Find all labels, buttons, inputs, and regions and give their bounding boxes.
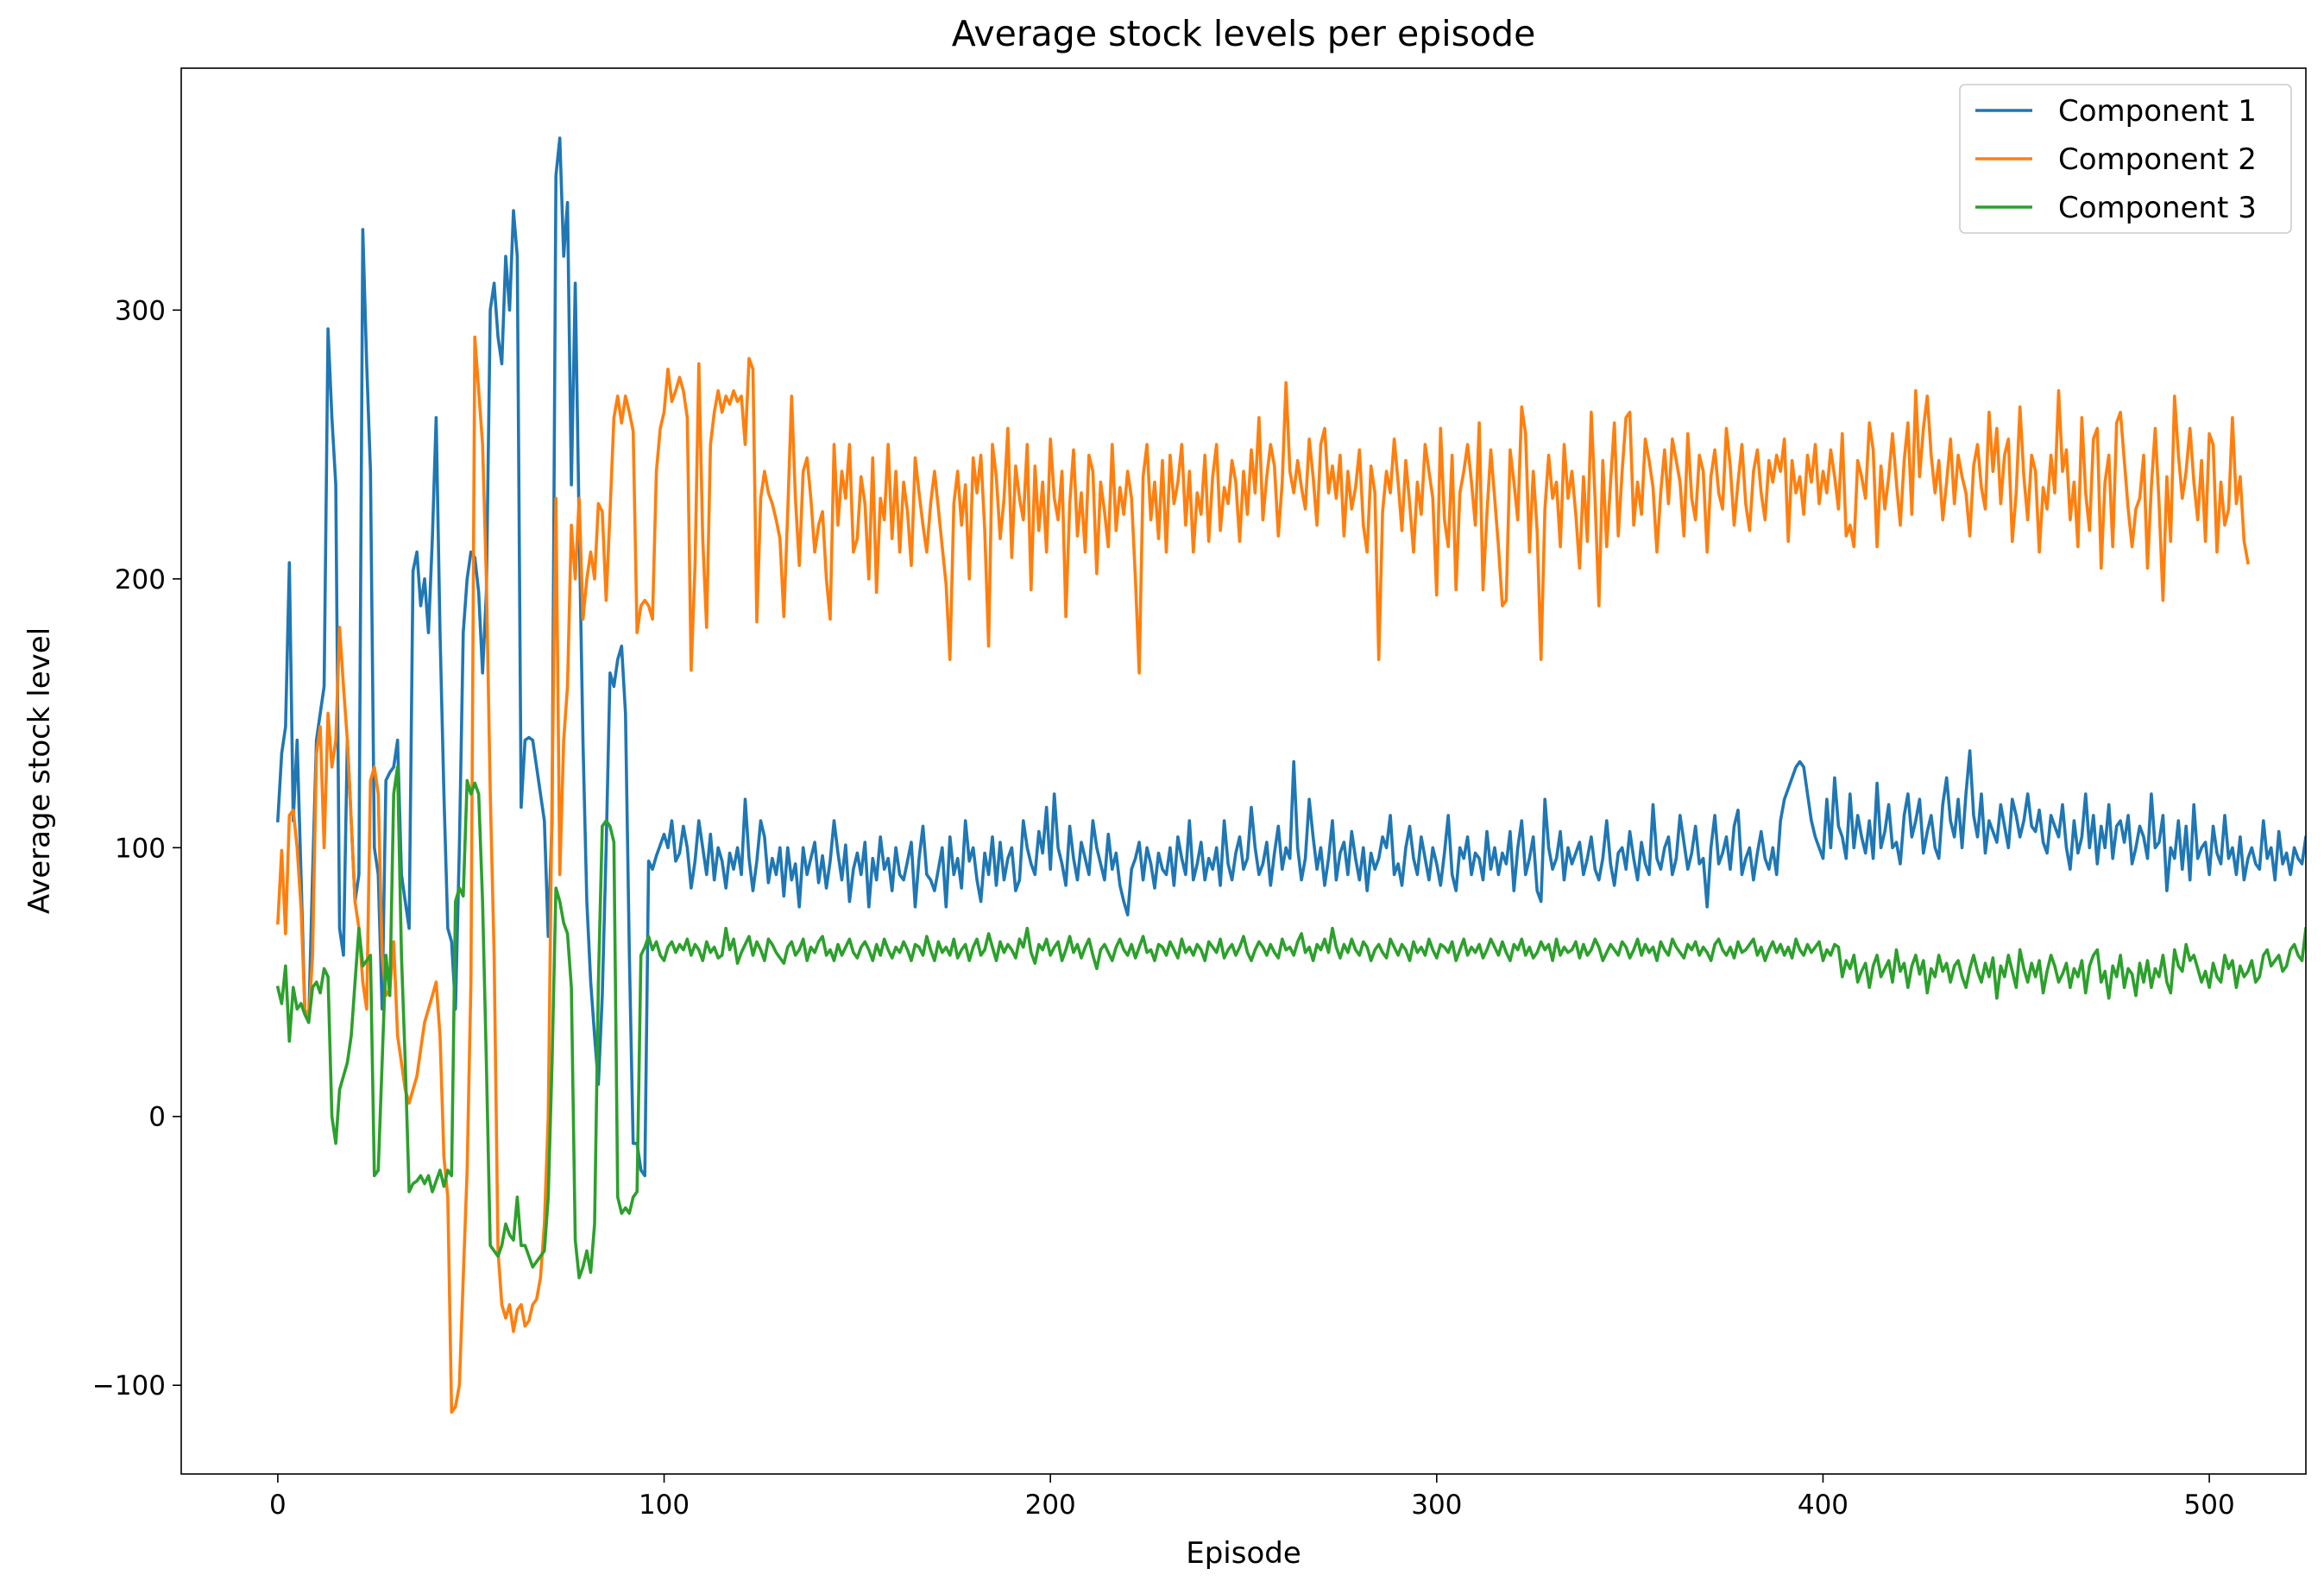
y-tick-label: 200 (115, 564, 166, 595)
y-tick-label: −100 (92, 1370, 166, 1401)
plot-area (275, 136, 2306, 1414)
x-tick-label: 200 (1025, 1490, 1076, 1521)
legend-box (1959, 84, 2292, 234)
x-tick-label: 100 (639, 1490, 690, 1521)
y-axis: −100 0 100 200 300 (92, 295, 181, 1401)
legend-label-3: Component 3 (2058, 191, 2257, 225)
y-axis-label: Average stock level (22, 627, 57, 914)
y-tick-label: 0 (148, 1102, 166, 1133)
x-axis: 0 100 200 300 400 500 (269, 1474, 2235, 1521)
series-line-1 (275, 136, 2306, 1178)
x-tick-label: 0 (269, 1490, 287, 1521)
chart-title: Average stock levels per episode (952, 13, 1536, 54)
series-line-2 (276, 335, 2250, 1414)
x-axis-label: Episode (1186, 1536, 1301, 1571)
legend: Component 1 Component 2 Component 3 (1959, 84, 2292, 234)
series-line-3 (275, 765, 2306, 1280)
y-tick-label: 300 (115, 295, 166, 326)
legend-label-1: Component 1 (2058, 94, 2257, 129)
plot-frame (180, 67, 2307, 1475)
x-tick-label: 300 (1411, 1490, 1462, 1521)
y-tick-label: 100 (115, 833, 166, 864)
x-tick-label: 400 (1798, 1490, 1848, 1521)
x-tick-label: 500 (2184, 1490, 2235, 1521)
legend-label-2: Component 2 (2058, 142, 2257, 177)
